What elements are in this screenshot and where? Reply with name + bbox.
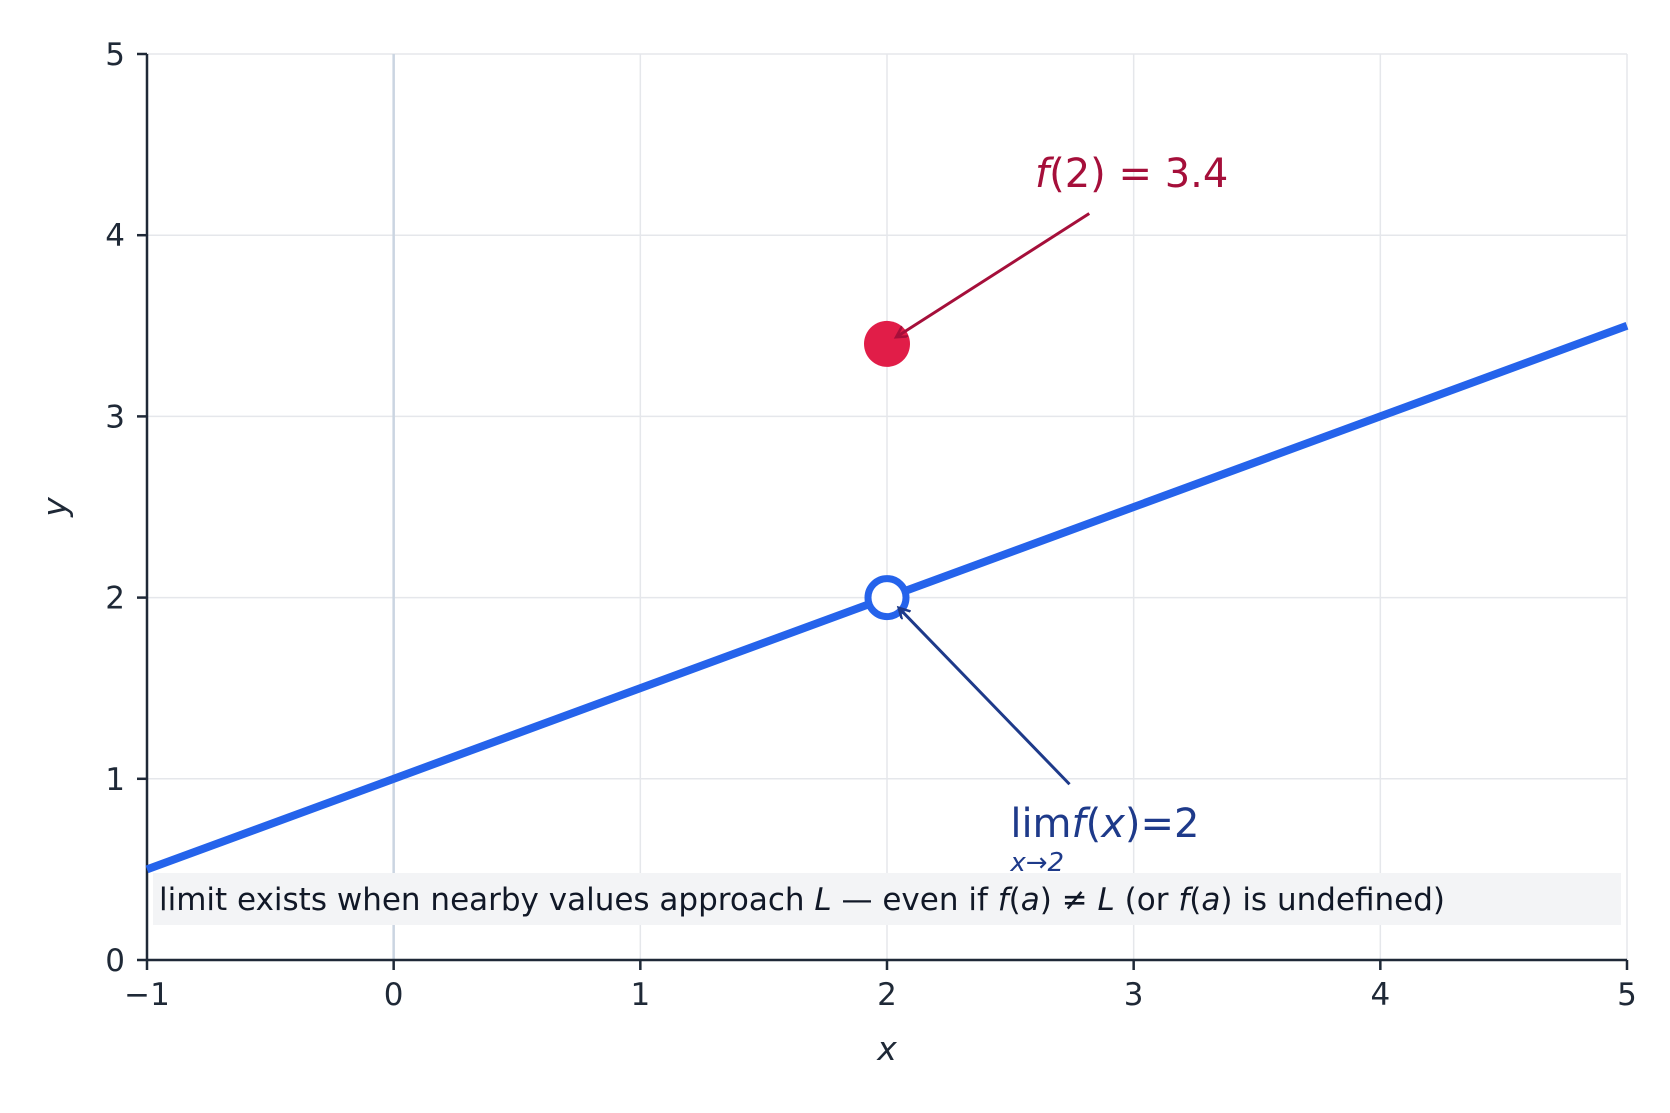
note-text-part: ( <box>1009 882 1021 918</box>
limit-label-x: x <box>1099 801 1125 847</box>
note-text-part: (or <box>1115 882 1179 918</box>
note-text-part: — even if <box>832 882 998 918</box>
y-tick-label: 3 <box>105 399 125 435</box>
x-axis-label: x <box>876 1029 897 1068</box>
grid-lines <box>146 53 1628 961</box>
x-tick-label: 1 <box>630 977 650 1013</box>
x-tick-label: 2 <box>877 977 897 1013</box>
x-tick-label: 3 <box>1124 977 1144 1013</box>
filled-point-label: f(2) = 3.4 <box>1035 151 1228 197</box>
note-background <box>153 873 1621 925</box>
x-tick-label: 0 <box>384 977 404 1013</box>
note-text-part: L <box>814 882 831 918</box>
filled-point-marker <box>864 320 910 367</box>
filled-label-rest: (2) = 3.4 <box>1049 151 1228 197</box>
note-text-part: L <box>1098 882 1115 918</box>
note-text-part: a <box>1021 882 1040 918</box>
limit-label-paren: ( <box>1086 801 1102 847</box>
y-tick-label: 2 <box>105 581 125 617</box>
note-text-part: ) is undefined) <box>1220 882 1445 918</box>
limit-arrow <box>899 608 1071 786</box>
note-text: limit exists when nearby values approach… <box>159 882 1445 918</box>
y-tick-label: 1 <box>105 762 125 798</box>
limit-label-rest: )=2 <box>1125 801 1200 847</box>
y-tick-label: 4 <box>105 218 125 254</box>
y-tick-label: 0 <box>105 943 125 979</box>
x-tick-label: 4 <box>1370 977 1390 1013</box>
filled-point-arrow <box>897 212 1091 336</box>
y-axis-label: y <box>35 497 74 518</box>
note-box: limit exists when nearby values approach… <box>153 873 1621 925</box>
note-text-part: ) ≠ <box>1040 882 1098 918</box>
open-point-marker <box>864 575 910 621</box>
note-text-part: a <box>1201 882 1220 918</box>
y-tick-label: 5 <box>105 37 125 73</box>
x-tick-label: 5 <box>1617 977 1637 1013</box>
note-text-part: ( <box>1189 882 1201 918</box>
limit-label: limf(x)=2 <box>1010 801 1199 847</box>
x-tick-label: −1 <box>124 977 170 1013</box>
limit-label-lim: lim <box>1010 801 1071 847</box>
note-text-part: limit exists when nearby values approach <box>159 882 814 918</box>
